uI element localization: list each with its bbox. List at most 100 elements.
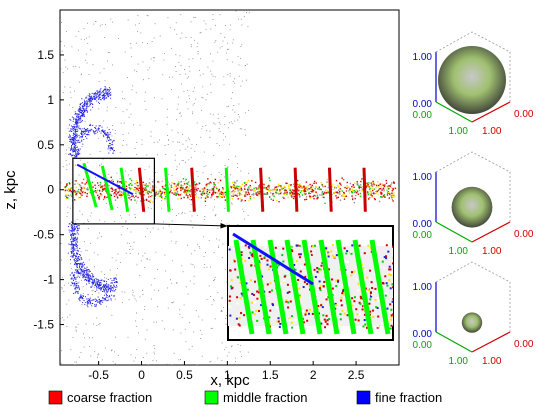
y-tick-label: 1 [47,93,54,107]
inset-dot [351,297,354,300]
band-dot [213,182,215,184]
band-dot [105,190,107,192]
inset-dot [382,282,385,285]
fine-dot [86,280,88,282]
band-dot [252,193,255,195]
band-dot [245,192,247,195]
band-dot [131,184,133,187]
fine-dot [107,291,109,293]
fine-dot [70,235,72,237]
halo-dot [129,248,131,250]
band-dot [111,187,113,190]
fine-dot [84,130,86,132]
fine-dot [81,133,83,135]
band-dot [203,189,205,192]
halo-dot [228,159,230,161]
band-dot [285,189,287,192]
band-dot [108,190,111,192]
band-dot [111,190,113,192]
band-dot [161,196,163,198]
fine-dot [79,300,81,302]
fine-dot [83,274,85,276]
fine-dot [88,278,90,280]
band-dot [390,187,393,189]
inset-dot [278,325,281,328]
halo-dot [189,322,191,324]
fine-dot [87,275,89,277]
halo-dot [156,321,157,323]
band-dot [224,188,227,191]
halo-dot [184,161,186,163]
halo-dot [93,323,94,325]
halo-dot [192,113,193,115]
fine-dot [68,226,70,228]
band-dot [244,192,246,194]
halo-dot [176,33,178,35]
band-dot [66,196,68,199]
band-dot [144,187,147,189]
halo-dot [187,293,189,295]
inset-dot [360,263,363,266]
inset-dot [248,256,251,259]
inset-dot [383,256,386,259]
band-dot [151,181,154,183]
inset-dot [268,284,271,287]
inset-dot [385,244,388,247]
inset-dot [244,244,247,247]
inset-dot [303,263,306,266]
fine-dot [111,148,113,150]
band-dot [205,184,208,186]
halo-dot [106,127,108,129]
fine-dot [73,126,75,128]
band-dot [194,189,197,192]
band-dot [331,189,333,191]
fine-dot [99,279,101,281]
fine-dot [100,301,102,303]
fine-dot [81,272,83,274]
band-dot [255,191,258,194]
fine-dot [71,228,73,230]
fine-dot [85,133,87,135]
band-dot [119,196,122,198]
band-dot [125,188,128,190]
halo-dot [226,355,228,357]
inset-dot [369,295,372,298]
fine-dot [106,134,108,136]
halo-dot [161,98,163,100]
fine-dot [78,139,80,141]
fine-dot [78,153,80,155]
halo-dot [146,187,148,189]
halo-dot [172,260,174,262]
band-dot [232,181,234,184]
inset-dot [325,298,328,301]
band-dot [266,192,269,194]
halo-dot [60,362,62,364]
fine-dot [78,253,80,255]
fine-dot [89,279,91,281]
fine-dot [77,139,79,141]
halo-dot [163,59,165,61]
band-dot [84,191,86,194]
fine-dot [70,256,72,258]
band-dot [97,190,99,192]
inset-dot [247,245,250,248]
halo-dot [171,129,173,131]
halo-dot [158,290,159,292]
fine-dot [108,87,110,89]
fine-dot [68,124,70,126]
halo-dot [210,91,212,93]
band-dot [310,185,313,188]
inset-dot [304,311,307,314]
band-dot [247,189,250,191]
halo-dot [215,40,217,41]
band-dot [121,182,123,184]
fine-dot [111,282,113,284]
fine-dot [81,131,83,133]
halo-dot [203,151,205,153]
fine-dot [74,277,76,279]
band-dot [98,196,101,198]
halo-dot [125,181,126,183]
inset-dot [361,308,364,311]
inset-dot [374,298,377,301]
band-dot [241,182,243,185]
